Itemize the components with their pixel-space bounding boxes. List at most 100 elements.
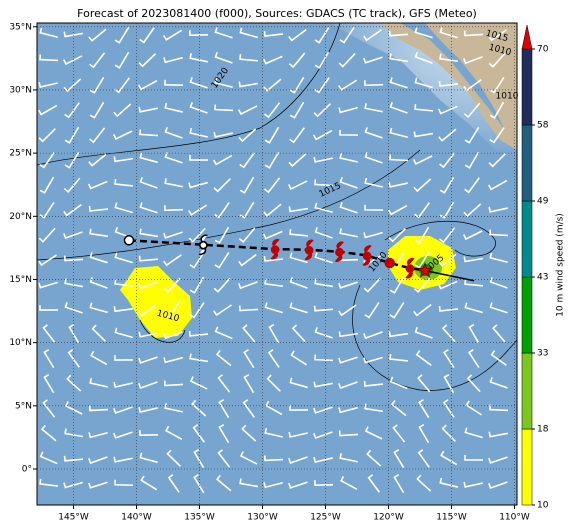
wind-barb bbox=[113, 406, 133, 415]
wind-barb bbox=[189, 376, 208, 390]
wind-barb bbox=[218, 424, 230, 444]
wind-barb bbox=[288, 153, 307, 168]
wind-barb bbox=[439, 227, 456, 244]
wind-barb bbox=[489, 127, 505, 144]
land bbox=[380, 23, 517, 150]
wind-barb bbox=[414, 251, 430, 269]
wind-barb bbox=[464, 126, 480, 144]
wind-barb bbox=[39, 305, 59, 311]
wind-barb bbox=[464, 279, 484, 287]
wind-barb bbox=[214, 27, 233, 39]
wind-barb bbox=[414, 104, 434, 112]
wind-barb bbox=[438, 80, 459, 87]
wind-barb bbox=[189, 353, 209, 363]
wind-barb bbox=[264, 278, 284, 288]
wind-barb bbox=[489, 276, 508, 289]
wind-barb bbox=[464, 151, 480, 169]
wind-barb bbox=[163, 231, 183, 239]
wind-barb bbox=[64, 278, 83, 288]
colorbar-label: 10 m wind speed (m/s) bbox=[556, 213, 566, 317]
wind-barb bbox=[413, 131, 434, 138]
wind-barb bbox=[213, 178, 231, 193]
wind-barb bbox=[338, 52, 356, 68]
wind-barb bbox=[164, 178, 183, 188]
wind-barb bbox=[192, 424, 205, 443]
wind-barb bbox=[287, 180, 308, 191]
wind-barb bbox=[89, 276, 108, 289]
forecast-line bbox=[424, 269, 475, 282]
wind-barb bbox=[113, 431, 133, 439]
wind-barb bbox=[43, 349, 55, 369]
wind-barb bbox=[264, 302, 283, 314]
wind-barb bbox=[238, 227, 256, 244]
wind-barb bbox=[465, 400, 482, 416]
wind-barb bbox=[488, 481, 508, 490]
wind-barb bbox=[138, 303, 157, 317]
wind-barb bbox=[267, 349, 280, 368]
wind-barb bbox=[488, 52, 506, 68]
wind-barb bbox=[364, 152, 383, 164]
wind-barb bbox=[289, 252, 308, 264]
wind-barb bbox=[39, 202, 55, 219]
y-tick-label: 30°N bbox=[9, 85, 32, 95]
wind-barb bbox=[38, 81, 58, 88]
wind-barb bbox=[63, 78, 82, 93]
wind-barb bbox=[63, 204, 82, 217]
wind-barb bbox=[417, 449, 430, 468]
wind-barb bbox=[163, 380, 184, 387]
wind-barb bbox=[64, 151, 80, 169]
wind-barb bbox=[215, 349, 232, 367]
wind-barb bbox=[363, 356, 383, 364]
wind-barb bbox=[263, 55, 283, 65]
wind-barb bbox=[63, 31, 84, 38]
wind-barb bbox=[167, 474, 180, 493]
wind-barb bbox=[214, 251, 230, 269]
wind-barb bbox=[338, 356, 358, 364]
wind-barb bbox=[338, 79, 358, 91]
wind-barb bbox=[439, 477, 458, 488]
wind-barb bbox=[463, 30, 484, 37]
wind-barb bbox=[263, 255, 284, 262]
wind-barb bbox=[139, 152, 158, 164]
wind-barb bbox=[138, 106, 158, 113]
isobar-label: 1010 bbox=[496, 92, 519, 102]
wind-barb bbox=[163, 356, 183, 364]
track-point bbox=[384, 257, 396, 269]
wind-barb bbox=[241, 424, 257, 442]
wind-barb bbox=[339, 27, 355, 44]
map-layer bbox=[37, 23, 517, 494]
wind-barb bbox=[64, 401, 83, 415]
wind-barb bbox=[468, 324, 480, 344]
wind-barb bbox=[314, 226, 333, 239]
wind-barb bbox=[164, 205, 184, 212]
wind-barb bbox=[63, 177, 81, 194]
wind-barb bbox=[289, 377, 308, 389]
wind-barb bbox=[38, 104, 58, 116]
wind-barb bbox=[64, 302, 83, 314]
colorbar-segment bbox=[521, 352, 533, 430]
wind-barb bbox=[388, 204, 408, 216]
wind-barb bbox=[238, 81, 259, 88]
map-frame bbox=[36, 22, 518, 506]
wind-barb bbox=[89, 101, 105, 119]
wind-barb bbox=[64, 428, 84, 438]
wind-barb bbox=[39, 54, 59, 62]
wind-barb bbox=[289, 302, 308, 314]
wind-barb bbox=[163, 29, 183, 41]
wind-barb bbox=[66, 374, 82, 392]
wind-barb bbox=[214, 202, 230, 219]
y-tick-label: 20°N bbox=[9, 212, 32, 222]
wind-barb bbox=[288, 431, 308, 438]
wind-barb bbox=[64, 126, 80, 144]
wind-barb bbox=[138, 381, 158, 390]
wind-barb bbox=[364, 127, 383, 139]
wind-barb bbox=[188, 204, 208, 216]
wind-barb bbox=[338, 281, 358, 289]
wind-barb bbox=[189, 53, 208, 63]
wind-barb bbox=[214, 51, 233, 64]
wind-barb bbox=[189, 77, 208, 89]
wind-barb bbox=[389, 53, 409, 63]
wind-barb bbox=[38, 128, 56, 143]
wind-barb bbox=[139, 176, 158, 189]
wind-barb bbox=[239, 152, 255, 169]
